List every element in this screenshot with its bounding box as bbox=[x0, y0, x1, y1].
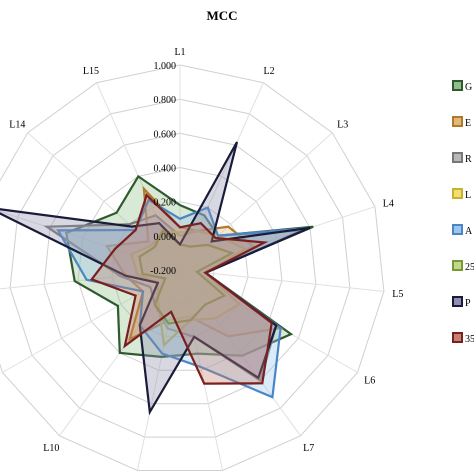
grid-spoke bbox=[179, 269, 384, 292]
axis-label: L2 bbox=[264, 66, 275, 77]
tick-label: 0.000 bbox=[154, 232, 177, 243]
legend-item: 35 bbox=[452, 332, 474, 345]
axis-label: L5 bbox=[392, 289, 403, 300]
tick-label: -0.200 bbox=[150, 266, 176, 277]
legend-swatch bbox=[452, 224, 463, 235]
radar-grid bbox=[0, 64, 385, 471]
legend-swatch bbox=[452, 80, 463, 91]
grid-ring bbox=[145, 235, 215, 304]
legend-label: L bbox=[465, 190, 471, 201]
grid-ring bbox=[77, 166, 283, 371]
legend: G E R L A 25 P 35 bbox=[452, 80, 474, 345]
grid-spoke bbox=[179, 206, 376, 271]
grid-spoke bbox=[179, 269, 224, 471]
grid-spoke bbox=[136, 269, 181, 471]
grid-ring bbox=[43, 132, 317, 405]
axis-label: L6 bbox=[364, 376, 375, 387]
axis-label: L3 bbox=[337, 120, 348, 131]
legend-label: 25 bbox=[465, 262, 474, 273]
legend-item: L bbox=[452, 188, 471, 201]
grid-spoke bbox=[179, 82, 264, 271]
axis-label: L10 bbox=[43, 443, 59, 454]
grid-spoke bbox=[0, 211, 181, 271]
tick-label: 1.000 bbox=[154, 61, 177, 72]
grid-spoke bbox=[179, 269, 301, 437]
tick-label: 0.600 bbox=[154, 129, 177, 140]
tick-labels: -0.200 0.000 0.200 0.400 0.600 0.800 1.000 bbox=[150, 61, 176, 277]
legend-item: P bbox=[452, 296, 471, 309]
axis-label: L4 bbox=[383, 198, 394, 209]
axis-label: L7 bbox=[303, 443, 314, 454]
chart-title: MCC bbox=[206, 8, 237, 23]
series-area-6 bbox=[138, 229, 235, 325]
grid-ring bbox=[0, 64, 385, 471]
legend-item: G bbox=[452, 80, 472, 93]
axis-label: L15 bbox=[83, 66, 99, 77]
series-area-8 bbox=[89, 193, 273, 385]
legend-item: 25 bbox=[452, 260, 474, 273]
series-area-7 bbox=[0, 141, 311, 416]
legend-swatch bbox=[452, 116, 463, 127]
series-areas bbox=[0, 141, 314, 416]
tick-label: 0.400 bbox=[154, 164, 177, 175]
legend-label: R bbox=[465, 154, 472, 165]
grid-ring bbox=[111, 201, 249, 338]
axis-labels: L1L2L3L4L5L6L7L8L9L10L11L12L13L14L15 bbox=[9, 47, 403, 454]
legend-label: E bbox=[465, 118, 471, 129]
grid-spoke bbox=[179, 132, 333, 271]
legend-label: G bbox=[465, 82, 472, 93]
tick-label: 0.800 bbox=[154, 95, 177, 106]
legend-item: R bbox=[452, 152, 472, 165]
axis-label: L1 bbox=[174, 47, 185, 58]
legend-item: A bbox=[452, 224, 473, 237]
legend-swatch bbox=[452, 296, 463, 307]
grid-ring bbox=[9, 98, 351, 438]
series-area-4 bbox=[129, 229, 248, 348]
axis-label: L14 bbox=[9, 120, 25, 131]
legend-swatch bbox=[452, 188, 463, 199]
tick-label: 0.200 bbox=[154, 198, 177, 209]
legend-swatch bbox=[452, 332, 463, 343]
legend-swatch bbox=[452, 260, 463, 271]
legend-item: E bbox=[452, 116, 471, 129]
legend-swatch bbox=[452, 152, 463, 163]
legend-label: 35 bbox=[465, 334, 474, 345]
legend-label: P bbox=[465, 298, 471, 309]
legend-label: A bbox=[465, 226, 473, 237]
